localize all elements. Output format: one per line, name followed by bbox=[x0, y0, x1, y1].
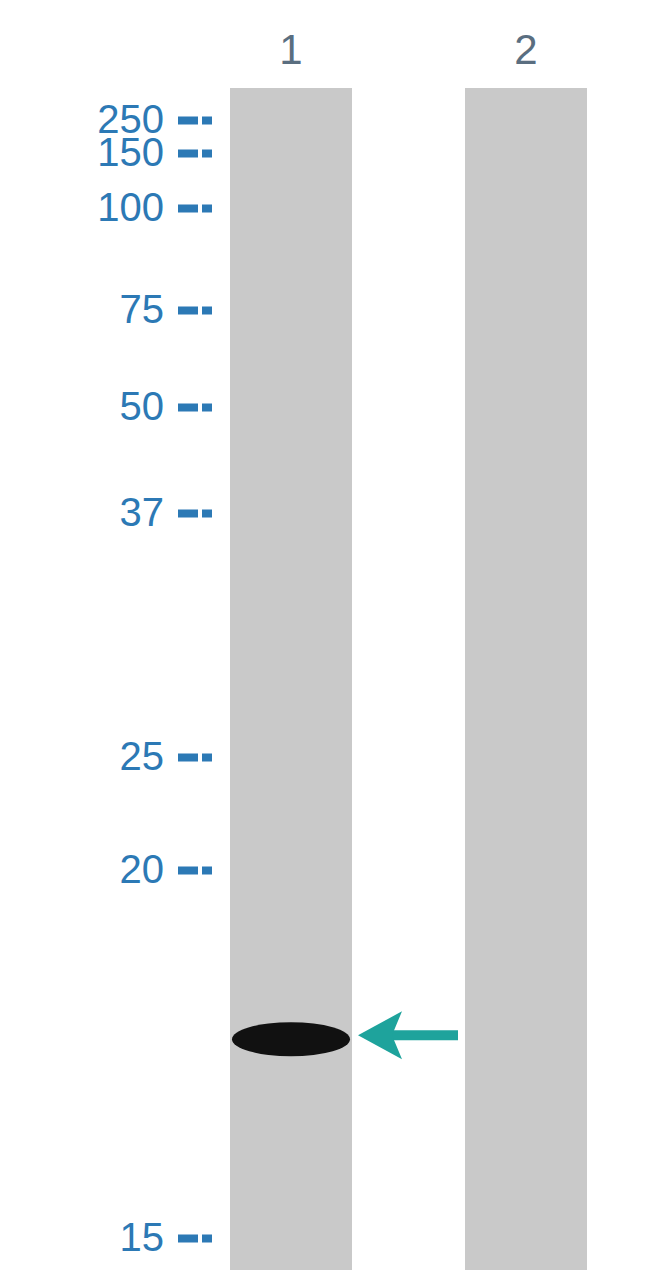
lane bbox=[230, 88, 352, 1270]
tick-mark bbox=[178, 307, 212, 315]
tick: 75 bbox=[120, 287, 213, 331]
lane bbox=[465, 88, 587, 1270]
marker-axis: 250150100755037252015 bbox=[97, 97, 212, 1259]
tick-label: 50 bbox=[120, 384, 165, 428]
tick-mark bbox=[178, 205, 212, 213]
tick: 37 bbox=[120, 490, 213, 534]
tick-label: 75 bbox=[120, 287, 165, 331]
tick-label: 100 bbox=[97, 185, 164, 229]
tick: 15 bbox=[120, 1215, 213, 1259]
bands bbox=[232, 1022, 350, 1056]
tick-mark bbox=[178, 867, 212, 875]
tick-mark bbox=[178, 150, 212, 158]
arrow-shaft bbox=[388, 1030, 458, 1040]
tick-mark bbox=[178, 117, 212, 125]
tick: 50 bbox=[120, 384, 213, 428]
tick-label: 20 bbox=[120, 847, 165, 891]
tick-label: 25 bbox=[120, 734, 165, 778]
blot-figure: 12250150100755037252015 bbox=[0, 0, 650, 1270]
tick-label: 15 bbox=[120, 1215, 165, 1259]
tick-mark bbox=[178, 404, 212, 412]
lanes bbox=[230, 88, 587, 1270]
arrow-head bbox=[358, 1011, 402, 1059]
tick-label: 37 bbox=[120, 490, 165, 534]
tick-label: 150 bbox=[97, 130, 164, 174]
tick-mark bbox=[178, 754, 212, 762]
lane-label: 1 bbox=[279, 26, 302, 73]
axis-line bbox=[178, 121, 213, 1239]
arrow bbox=[358, 1011, 458, 1059]
lane-label: 2 bbox=[514, 26, 537, 73]
tick-mark bbox=[178, 1235, 212, 1243]
tick: 150 bbox=[97, 130, 212, 174]
tick: 20 bbox=[120, 847, 213, 891]
band bbox=[232, 1022, 350, 1056]
lane-labels: 12 bbox=[279, 26, 537, 73]
tick: 25 bbox=[120, 734, 213, 778]
tick: 100 bbox=[97, 185, 212, 229]
tick-mark bbox=[178, 510, 212, 518]
